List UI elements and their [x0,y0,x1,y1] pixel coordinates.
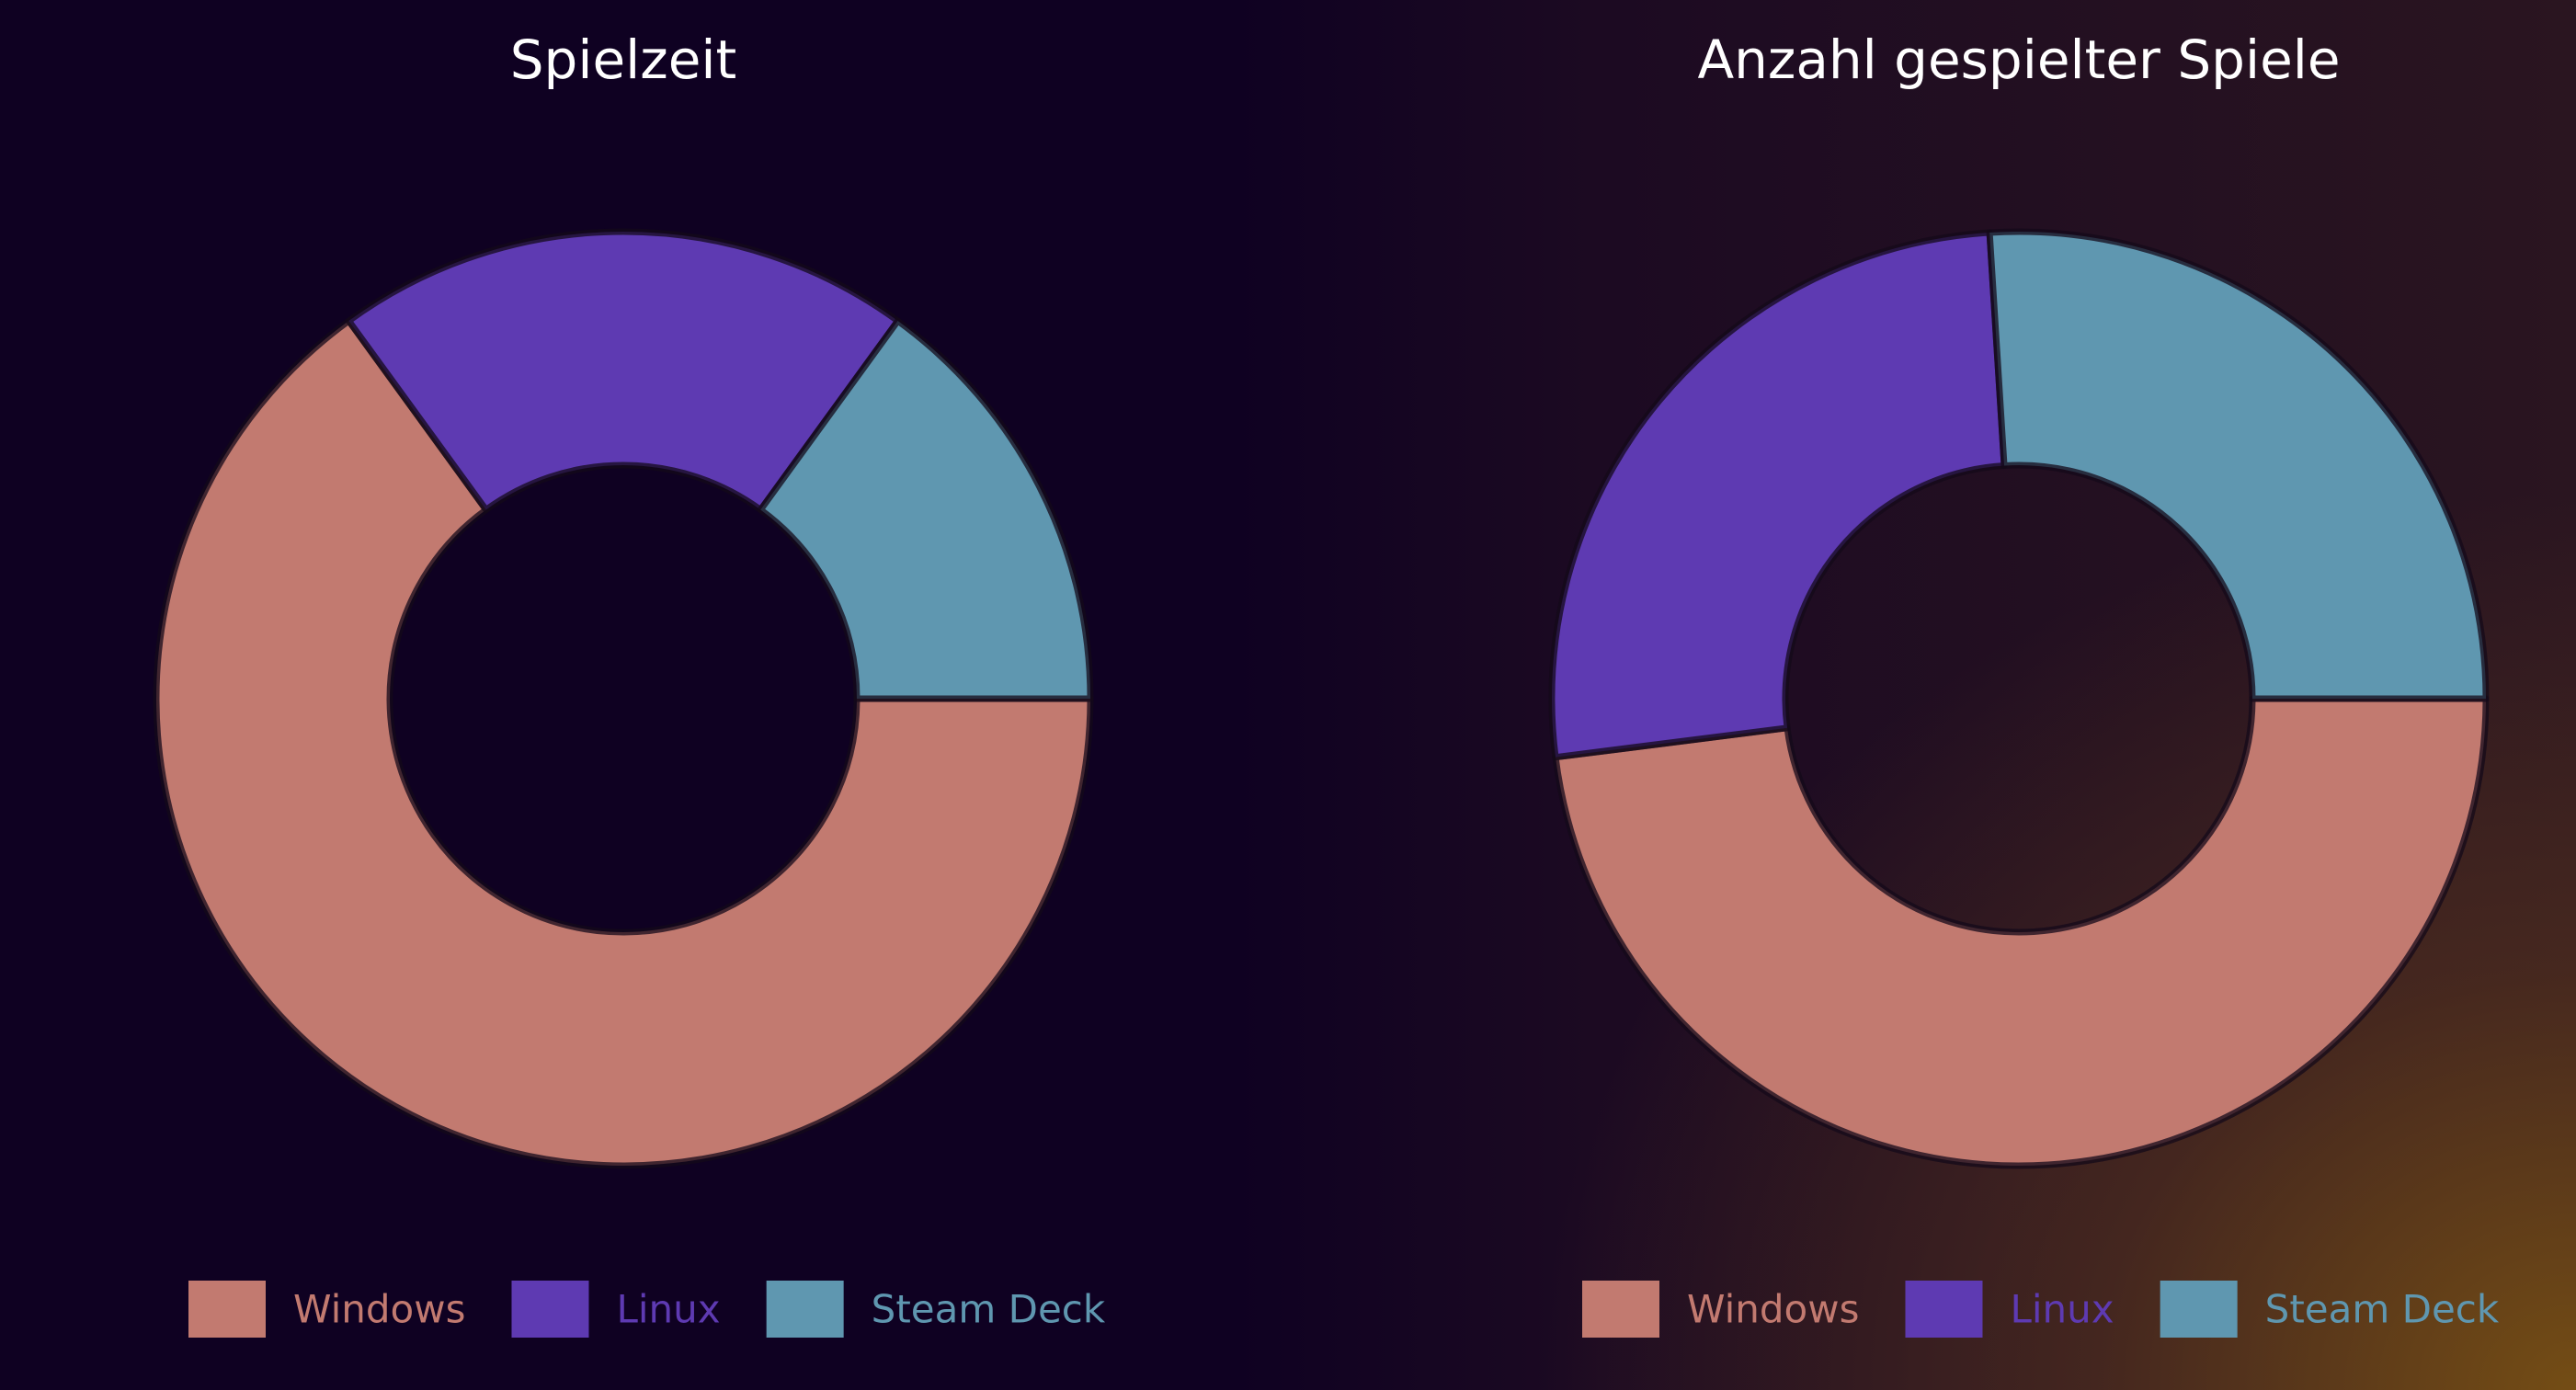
legend-swatch [766,1281,844,1338]
slice-windows[interactable] [1552,695,2490,1169]
donut-slices [153,228,1094,1169]
legend-item-steam-deck[interactable]: Steam Deck [766,1281,1106,1338]
legend-item-linux[interactable]: Linux [1905,1281,2114,1338]
legend: Windows Linux Steam Deck [1582,1281,2500,1338]
legend-item-steam-deck[interactable]: Steam Deck [2160,1281,2500,1338]
legend-label: Linux [616,1287,720,1332]
legend-label: Windows [293,1287,465,1332]
chart-title: Anzahl gespielter Spiele [1697,28,2340,91]
chart-games-played: Anzahl gespielter Spiele Windows Linux Ste… [1548,28,2500,1338]
legend-swatch [1905,1281,1983,1338]
legend-label: Steam Deck [2265,1287,2500,1332]
slice-steam-deck[interactable] [757,317,1094,702]
slice-linux[interactable] [1548,229,2008,761]
legend-label: Linux [2010,1287,2114,1332]
chart-title: Spielzeit [510,28,737,91]
slice-linux[interactable] [345,228,902,514]
legend-swatch [511,1281,589,1338]
slice-windows[interactable] [153,317,1094,1169]
legend-swatch [188,1281,266,1338]
legend-item-windows[interactable]: Windows [188,1281,465,1338]
legend-label: Windows [1687,1287,1859,1332]
legend-swatch [2160,1281,2238,1338]
legend: Windows Linux Steam Deck [188,1281,1106,1338]
legend-item-windows[interactable]: Windows [1582,1281,1859,1338]
chart-playtime: Spielzeit Windows Linux Steam Deck [153,28,1106,1338]
legend-swatch [1582,1281,1659,1338]
donut-slices [1548,228,2490,1169]
legend-item-linux[interactable]: Linux [511,1281,721,1338]
legend-label: Steam Deck [872,1287,1106,1332]
slice-steam-deck[interactable] [1986,228,2490,702]
